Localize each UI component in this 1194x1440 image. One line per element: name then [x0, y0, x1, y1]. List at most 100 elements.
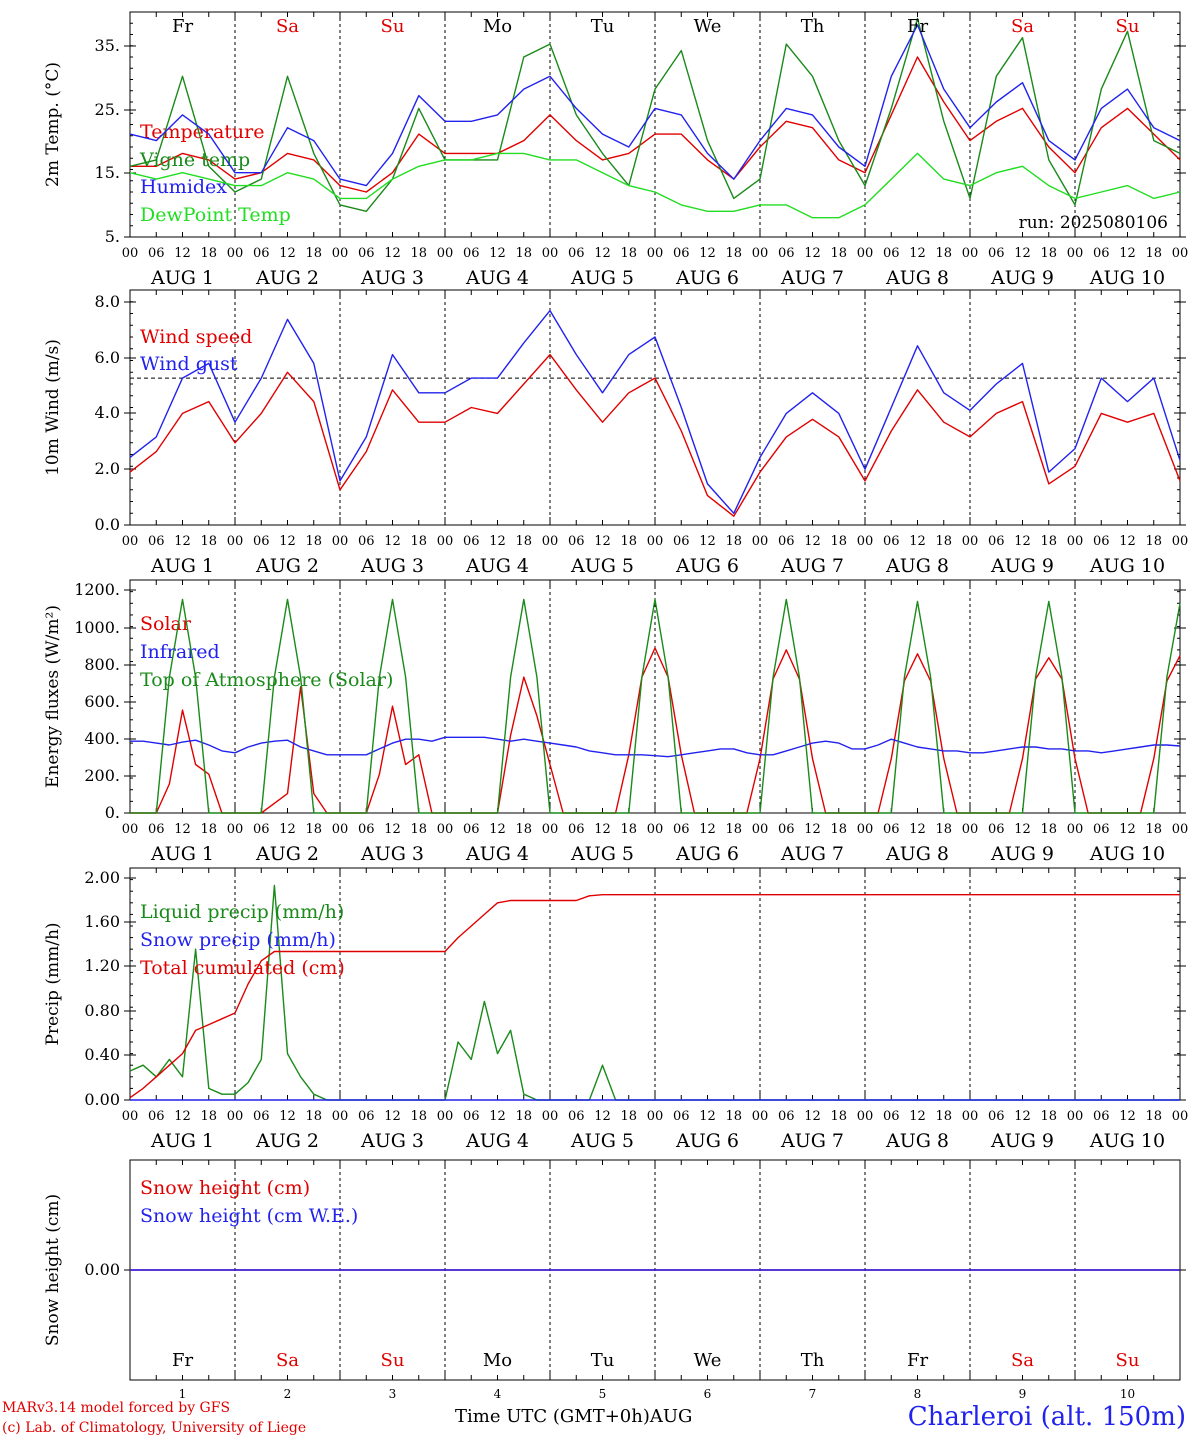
- weekday-label: Sa: [276, 1350, 299, 1371]
- date-number: 1: [179, 1387, 187, 1401]
- hour-tick-label: 06: [1093, 1109, 1110, 1124]
- hour-tick-label: 18: [725, 534, 742, 549]
- hour-tick-label: 00: [542, 822, 559, 837]
- hour-tick-label: 12: [1014, 1109, 1031, 1124]
- y-tick-label: 35.: [95, 36, 120, 55]
- hour-tick-label: 06: [883, 534, 900, 549]
- y-tick-label: 800.: [84, 655, 120, 674]
- weekday-label: Th: [801, 16, 825, 37]
- date-label: AUG 10: [1089, 555, 1165, 577]
- hour-tick-label: 18: [200, 246, 217, 261]
- date-label: AUG 1: [150, 1130, 214, 1152]
- y-tick-label: 2.00: [84, 868, 120, 887]
- hour-tick-label: 18: [1145, 822, 1162, 837]
- hour-tick-label: 12: [804, 822, 821, 837]
- hour-tick-label: 18: [410, 822, 427, 837]
- hour-tick-label: 12: [1119, 246, 1136, 261]
- legend-entry: Total cumulated (cm): [140, 957, 345, 979]
- date-number: 7: [809, 1387, 817, 1401]
- hour-tick-label: 00: [1172, 534, 1189, 549]
- hour-tick-label: 06: [988, 1109, 1005, 1124]
- hour-tick-label: 00: [542, 534, 559, 549]
- hour-tick-label: 12: [804, 246, 821, 261]
- date-label: AUG 7: [780, 843, 844, 865]
- hour-tick-label: 00: [437, 822, 454, 837]
- hour-tick-label: 12: [489, 822, 506, 837]
- date-label: AUG 9: [990, 843, 1054, 865]
- hour-tick-label: 06: [358, 246, 375, 261]
- y-tick-label: 6.0: [95, 348, 120, 367]
- date-label: AUG 9: [990, 1130, 1054, 1152]
- hour-tick-label: 06: [988, 822, 1005, 837]
- hour-tick-label: 06: [463, 534, 480, 549]
- hour-tick-label: 18: [830, 822, 847, 837]
- hour-tick-label: 12: [594, 534, 611, 549]
- hour-tick-label: 00: [332, 246, 349, 261]
- y-tick-label: 2.0: [95, 459, 120, 478]
- y-tick-label: 0.00: [84, 1090, 120, 1109]
- date-number: 6: [704, 1387, 712, 1401]
- x-axis-title: Time UTC (GMT+0h)AUG: [455, 1406, 692, 1427]
- hour-tick-label: 06: [463, 246, 480, 261]
- date-label: AUG 3: [360, 843, 424, 865]
- hour-tick-label: 00: [122, 534, 139, 549]
- hour-tick-label: 06: [673, 1109, 690, 1124]
- hour-tick-label: 06: [778, 534, 795, 549]
- hour-tick-label: 12: [804, 534, 821, 549]
- hour-tick-label: 00: [227, 246, 244, 261]
- y-tick-label: 25.: [95, 100, 120, 119]
- date-number: 4: [494, 1387, 502, 1401]
- date-label: AUG 3: [360, 267, 424, 289]
- hour-tick-label: 18: [410, 1109, 427, 1124]
- hour-tick-label: 12: [804, 1109, 821, 1124]
- weekday-label: Sa: [1011, 16, 1034, 37]
- y-tick-label: 1.60: [84, 912, 120, 931]
- hour-tick-label: 18: [1040, 822, 1057, 837]
- date-number: 8: [914, 1387, 922, 1401]
- hour-tick-label: 00: [1172, 822, 1189, 837]
- date-label: AUG 8: [885, 267, 949, 289]
- hour-tick-label: 18: [830, 1109, 847, 1124]
- date-number: 9: [1019, 1387, 1027, 1401]
- hour-tick-label: 18: [725, 822, 742, 837]
- hour-tick-label: 18: [515, 1109, 532, 1124]
- hour-tick-label: 12: [699, 246, 716, 261]
- hour-tick-label: 06: [673, 822, 690, 837]
- y-tick-label: 600.: [84, 692, 120, 711]
- hour-tick-label: 06: [883, 1109, 900, 1124]
- y-axis-label: 10m Wind (m/s): [43, 339, 63, 476]
- date-label: AUG 5: [570, 267, 634, 289]
- weekday-label: Su: [381, 1350, 405, 1371]
- station-label: Charleroi (alt. 150m): [907, 1402, 1186, 1432]
- hour-tick-label: 12: [1014, 246, 1031, 261]
- hour-tick-label: 12: [489, 534, 506, 549]
- hour-tick-label: 00: [857, 1109, 874, 1124]
- y-tick-label: 1200.: [74, 580, 120, 599]
- hour-tick-label: 18: [1145, 1109, 1162, 1124]
- panel-3: 1200. 1000. 800. 600. 400. 200. 0. Energy fluxe…: [43, 579, 1189, 865]
- hour-tick-label: 06: [673, 534, 690, 549]
- hour-tick-label: 18: [200, 1109, 217, 1124]
- weekday-label: Fr: [172, 16, 193, 37]
- date-number: 3: [389, 1387, 397, 1401]
- hour-tick-label: 06: [463, 822, 480, 837]
- hour-tick-label: 00: [857, 822, 874, 837]
- hour-tick-label: 06: [253, 822, 270, 837]
- date-number: 10: [1120, 1387, 1135, 1401]
- hour-tick-label: 12: [699, 822, 716, 837]
- legend-entry: Infrared: [140, 641, 220, 663]
- hour-tick-label: 12: [279, 822, 296, 837]
- hour-tick-label: 06: [568, 534, 585, 549]
- hour-tick-label: 06: [148, 822, 165, 837]
- hour-tick-label: 18: [620, 534, 637, 549]
- hour-tick-label: 12: [909, 1109, 926, 1124]
- hour-tick-label: 18: [620, 1109, 637, 1124]
- weekday-label: We: [694, 16, 722, 37]
- y-tick-label: 0.40: [84, 1045, 120, 1064]
- hour-tick-label: 12: [174, 246, 191, 261]
- hour-tick-label: 18: [830, 534, 847, 549]
- hour-tick-label: 00: [122, 1109, 139, 1124]
- hour-tick-label: 06: [148, 246, 165, 261]
- hour-tick-label: 18: [935, 534, 952, 549]
- legend-entry: Liquid precip (mm/h): [140, 901, 344, 923]
